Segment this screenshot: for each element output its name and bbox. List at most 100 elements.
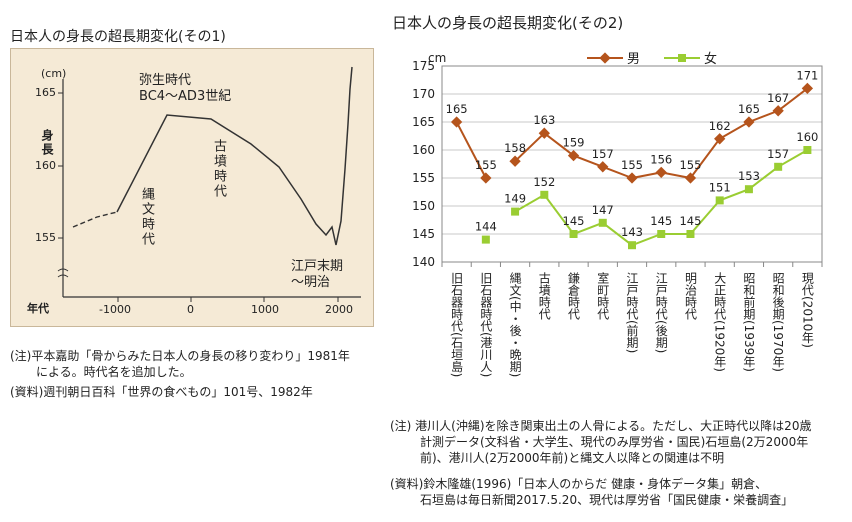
- data-point-marker: [774, 162, 783, 171]
- left-chart-panel: (cm) 165 160 155 身長 年代 -1000 0 1000 2000…: [10, 48, 374, 327]
- left-ytick-label: 155: [35, 231, 56, 244]
- left-note-line: (注)平本嘉助「骨からみた日本人の身長の移り変わり」1981年: [10, 349, 350, 363]
- era-yayoi: 弥生時代: [139, 73, 192, 88]
- data-point-marker: [598, 218, 607, 227]
- data-label: 155: [679, 158, 701, 172]
- data-point-marker: [743, 116, 755, 128]
- y-tick-label: 175: [412, 59, 435, 73]
- data-label: 145: [679, 214, 701, 228]
- axis-break-icon: [57, 268, 69, 278]
- data-point-marker: [655, 166, 667, 179]
- x-tick-label: 古墳時代: [537, 271, 551, 321]
- data-label: 151: [709, 180, 731, 194]
- left-y-label: 身長: [40, 129, 54, 157]
- data-point-marker: [481, 235, 490, 244]
- data-point-marker: [801, 82, 814, 95]
- data-label: 149: [504, 192, 526, 206]
- left-y-unit: (cm): [41, 67, 67, 80]
- data-point-marker: [715, 196, 724, 205]
- data-label: 143: [621, 225, 643, 239]
- x-tick-label: 江戸時代(後期): [654, 272, 668, 354]
- data-label: 157: [767, 147, 789, 161]
- x-tick-label: 旧石器時代(港川人): [479, 272, 493, 378]
- data-point-marker: [744, 185, 753, 194]
- data-point-marker: [628, 241, 636, 250]
- left-ytick-label: 160: [35, 159, 56, 172]
- x-tick-label: 縄文(中・後・晩期): [508, 271, 522, 378]
- left-chart-title: 日本人の身長の超長期変化(その1): [10, 29, 226, 45]
- data-label: 158: [504, 141, 526, 155]
- data-point-marker: [772, 105, 784, 117]
- left-note-line: による。時代名を追加した。: [36, 365, 192, 379]
- data-label: 157: [592, 147, 614, 161]
- data-label: 159: [563, 136, 585, 150]
- plot-area: [441, 65, 823, 263]
- x-tick-label: 現代(2010年): [800, 272, 814, 348]
- right-note-line: 石垣島は毎日新聞2017.5.20、現代は厚労省「国民健康・栄養調査」: [420, 493, 794, 507]
- right-notes: (注) 港川人(沖縄)を除き関東出土の人骨による。ただし、大正時代以降は20歳 …: [390, 418, 811, 508]
- data-label: 153: [738, 169, 760, 183]
- data-label: 156: [650, 152, 672, 166]
- legend-label: 女: [704, 51, 717, 67]
- x-tick-label: 昭和後期(1970年): [771, 272, 785, 372]
- right-note-line: (資料)鈴木隆雄(1996)「日本人のからだ 健康・身体データ集」朝倉、: [390, 477, 768, 491]
- data-label: 145: [650, 214, 672, 228]
- y-tick-label: 155: [412, 171, 435, 185]
- data-point-marker: [686, 230, 695, 238]
- data-label: 155: [621, 158, 643, 172]
- era-meiji: 〜明治: [291, 275, 331, 290]
- left-chart-svg: [57, 66, 361, 302]
- x-tick-label: 大正時代(1920年): [713, 272, 727, 372]
- data-label: 167: [767, 91, 789, 105]
- x-tick-label: 昭和前期(1939年): [742, 272, 756, 372]
- right-note-line: 計測データ(文科省・大学生、現代のみ厚労省・国民)石垣島(2万2000年: [420, 435, 809, 449]
- era-edo-end: 江戸末期: [291, 259, 344, 274]
- era-jomon: 縄文時代: [139, 187, 154, 247]
- data-label: 163: [533, 113, 555, 127]
- y-tick-label: 165: [412, 115, 435, 129]
- y-tick-label: 140: [412, 255, 435, 269]
- data-point-marker: [540, 190, 549, 199]
- data-point-marker: [657, 230, 666, 238]
- left-xtick-label: -1000: [99, 303, 131, 316]
- data-label: 152: [533, 175, 555, 189]
- data-point-marker: [480, 172, 492, 184]
- y-tick-label: 150: [412, 199, 435, 213]
- x-tick-label: 旧石器時代(石垣島): [450, 272, 464, 378]
- left-xtick-label: 2000: [325, 303, 353, 316]
- left-notes: (注)平本嘉助「骨からみた日本人の身長の移り変わり」1981年 による。時代名を…: [10, 348, 350, 400]
- x-tick-label: 江戸時代(前期): [625, 272, 639, 354]
- data-point-marker: [450, 116, 463, 128]
- data-label: 145: [563, 214, 585, 228]
- data-label: 147: [592, 203, 614, 217]
- data-label: 144: [475, 220, 497, 234]
- left-note-line: (資料)週刊朝日百科「世界の食べもの」101号、1982年: [10, 385, 313, 399]
- y-tick-label: 145: [412, 227, 435, 241]
- legend-marker: [599, 52, 611, 64]
- series-line: [455, 121, 487, 179]
- era-kofun: 古墳時代: [211, 139, 226, 199]
- data-label: 160: [796, 130, 818, 144]
- data-label: 165: [446, 102, 468, 116]
- x-tick-label: 室町時代: [596, 271, 610, 321]
- y-axis-unit: cm: [428, 51, 446, 65]
- x-tick-label: 明治時代: [683, 272, 697, 321]
- right-chart-title: 日本人の身長の超長期変化(その2): [392, 14, 624, 32]
- left-curve-dashed: [72, 211, 118, 228]
- legend-label: 男: [627, 52, 640, 67]
- x-tick-label: 鎌倉時代: [567, 271, 581, 321]
- y-tick-label: 160: [412, 143, 435, 157]
- left-x-label: 年代: [27, 302, 49, 315]
- data-label: 162: [709, 119, 731, 133]
- data-point-marker: [626, 172, 638, 184]
- data-point-marker: [597, 161, 609, 173]
- data-label: 155: [475, 158, 497, 172]
- left-xtick-label: 0: [187, 303, 194, 316]
- data-point-marker: [511, 207, 520, 216]
- data-label: 171: [796, 68, 818, 82]
- data-point-marker: [569, 230, 578, 238]
- right-note-line: 前)、港川人(2万2000年前)と縄文人以降との関連は不明: [420, 451, 725, 465]
- left-xtick-label: 1000: [251, 303, 279, 316]
- data-label: 165: [738, 102, 760, 116]
